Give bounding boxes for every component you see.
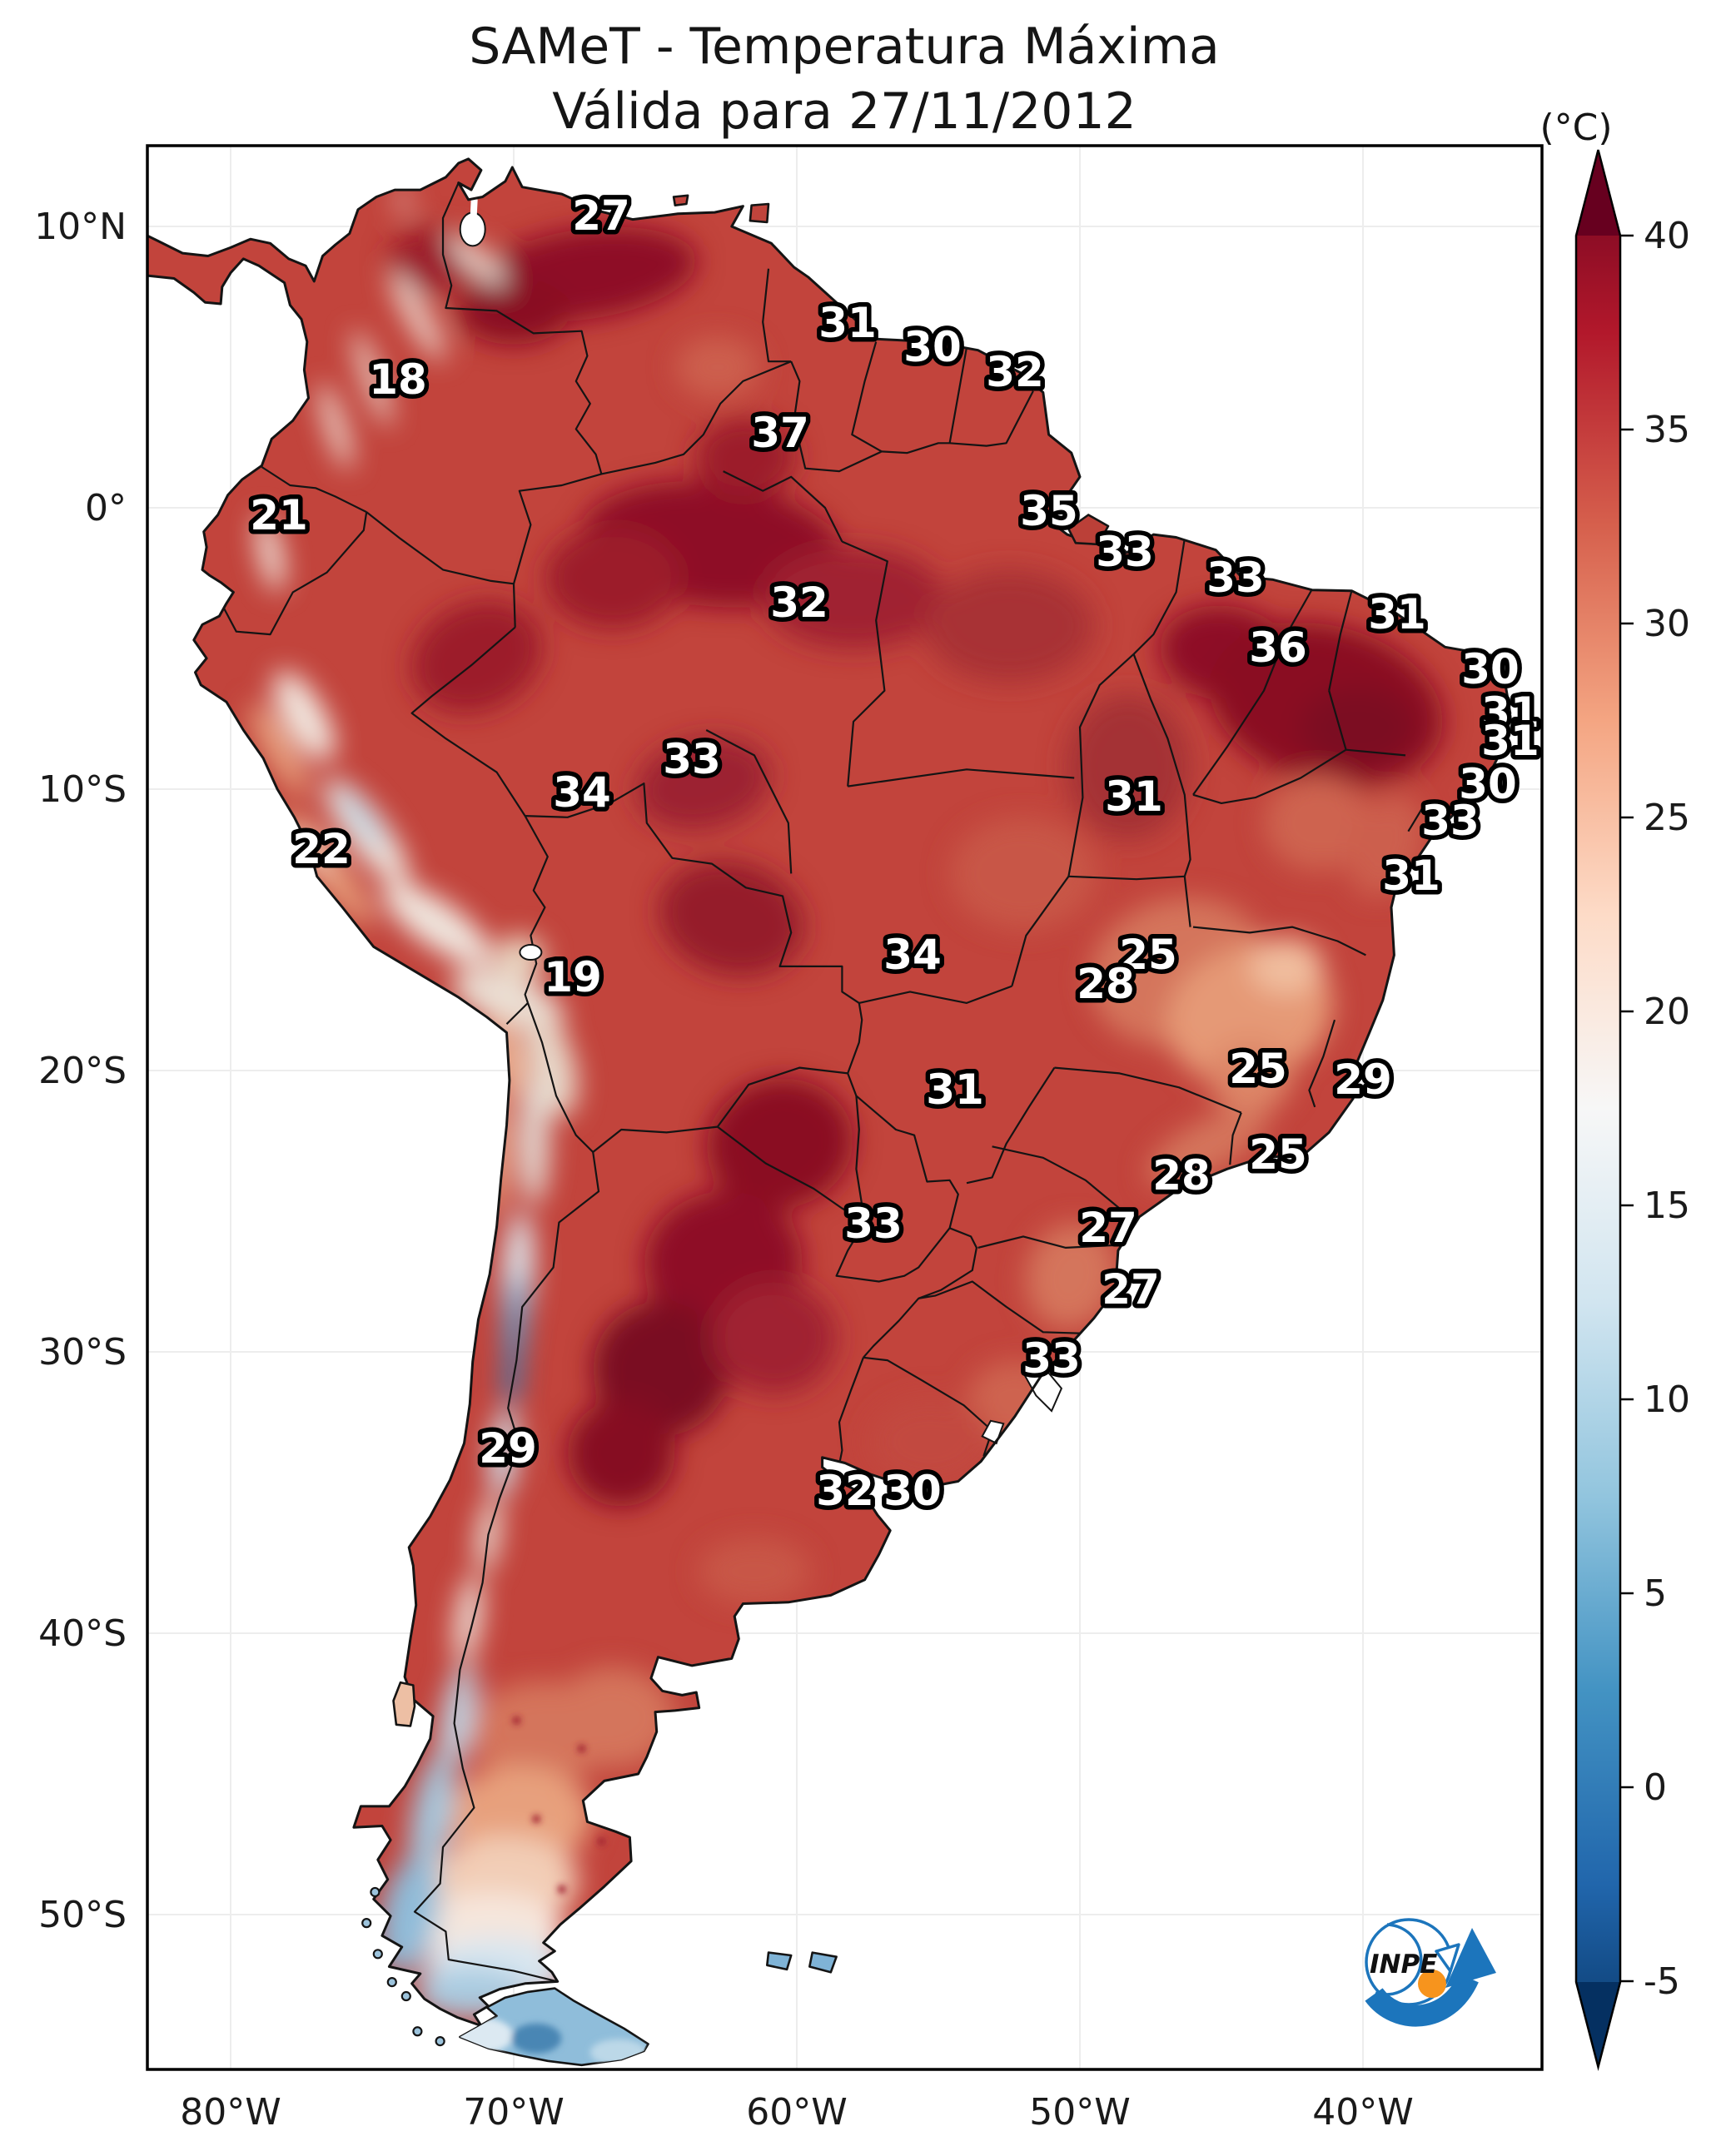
map-frame <box>146 144 1544 2071</box>
lakes <box>459 199 1063 1445</box>
station-temp-label: 37 <box>751 409 809 457</box>
colorbar-tick-label: 5 <box>1644 1572 1667 1615</box>
station-temp-label: 21 <box>250 491 308 539</box>
admin-borders <box>221 182 1426 2026</box>
station-temp-label: 31 <box>818 299 877 347</box>
map-title-line2: Válida para 27/11/2012 <box>552 82 1137 141</box>
colorbar-tick-label: 30 <box>1644 603 1690 645</box>
station-temp-label: 28 <box>1152 1151 1211 1200</box>
station-temp-label: 27 <box>572 191 630 240</box>
station-temp-label: 31 <box>1105 772 1163 821</box>
colorbar: 40 35 30 25 20 15 10 5 0 -5 <box>1574 149 1690 2071</box>
lat-tick-label: 30°S <box>38 1331 127 1374</box>
station-temp-label: 28 <box>1077 960 1135 1008</box>
continent-fill <box>147 158 1510 2026</box>
station-temp-label: 31 <box>1481 717 1539 765</box>
station-temp-label: 30 <box>1461 645 1520 693</box>
lat-tick-label: 50°S <box>38 1894 127 1936</box>
colorbar-tick-label: 40 <box>1644 215 1690 257</box>
lon-tick-label: 50°W <box>1029 2091 1131 2134</box>
lon-tick-label: 40°W <box>1312 2091 1414 2134</box>
axis-labels: 10°N 0° 10°S 20°S 30°S 40°S 50°S 80°W 70°W 60°W 50… <box>34 206 1414 2134</box>
station-temp-label: 27 <box>1102 1265 1160 1314</box>
station-temp-label: 29 <box>1334 1056 1392 1104</box>
station-temp-label: 34 <box>883 931 942 979</box>
station-temp-label: 34 <box>553 768 611 817</box>
station-temp-label: 33 <box>1206 554 1265 602</box>
colorbar-tick-label: -5 <box>1644 1960 1680 2003</box>
station-temp-label: 32 <box>986 348 1044 396</box>
station-temp-label: 25 <box>1249 1130 1307 1179</box>
station-temp-label: 30 <box>883 1467 942 1515</box>
lat-tick-label: 10°N <box>34 206 127 248</box>
station-temp-label: 36 <box>1249 623 1307 672</box>
station-temp-label: 30 <box>903 323 962 371</box>
station-temp-label: 33 <box>844 1200 903 1248</box>
station-temp-label: 33 <box>663 735 721 783</box>
colorbar-tick-label: 10 <box>1644 1379 1690 1421</box>
station-temp-label: 31 <box>1382 852 1440 900</box>
station-temp-label: 33 <box>1022 1334 1081 1383</box>
lat-tick-label: 0° <box>85 487 127 529</box>
station-temp-label: 29 <box>479 1424 537 1473</box>
station-temp-label: 19 <box>544 953 602 1001</box>
station-temp-label: 25 <box>1119 931 1177 979</box>
colorbar-unit-label: (°C) <box>1539 107 1612 149</box>
station-temp-label: 31 <box>926 1066 984 1114</box>
station-temp-label: 31 <box>1368 590 1426 638</box>
station-temp-label: 30 <box>1459 760 1517 808</box>
colorbar-tick-label: 25 <box>1644 797 1690 839</box>
station-temp-label: 31 <box>1481 688 1539 737</box>
station-temp-label: 25 <box>1229 1045 1287 1093</box>
inpe-logo: INPE <box>1365 1918 1496 2027</box>
station-temp-label: 33 <box>1096 528 1154 576</box>
colorbar-tick-label: 20 <box>1644 991 1690 1033</box>
colorbar-tick-label: 15 <box>1644 1185 1690 1227</box>
map-title-line1: SAMeT - Temperatura Máxima <box>469 17 1220 76</box>
lat-tick-label: 10°S <box>38 768 127 811</box>
lon-tick-label: 60°W <box>746 2091 848 2134</box>
lat-tick-label: 40°S <box>38 1612 127 1655</box>
lon-tick-label: 70°W <box>463 2091 565 2134</box>
lat-tick-label: 20°S <box>38 1050 127 1092</box>
station-temp-label: 35 <box>1020 487 1078 535</box>
station-temp-label: 18 <box>369 355 427 404</box>
colorbar-tick-label: 35 <box>1644 409 1690 451</box>
colorbar-tick-label: 0 <box>1644 1766 1667 1809</box>
station-temp-label: 32 <box>816 1467 874 1515</box>
inpe-logo-text: INPE <box>1370 1950 1437 1980</box>
lon-tick-label: 80°W <box>180 2091 281 2134</box>
station-temp-label: 33 <box>1421 797 1480 845</box>
station-temp-label: 22 <box>292 825 351 873</box>
station-temp-label: 27 <box>1079 1204 1137 1252</box>
station-temp-label: 32 <box>770 579 828 627</box>
